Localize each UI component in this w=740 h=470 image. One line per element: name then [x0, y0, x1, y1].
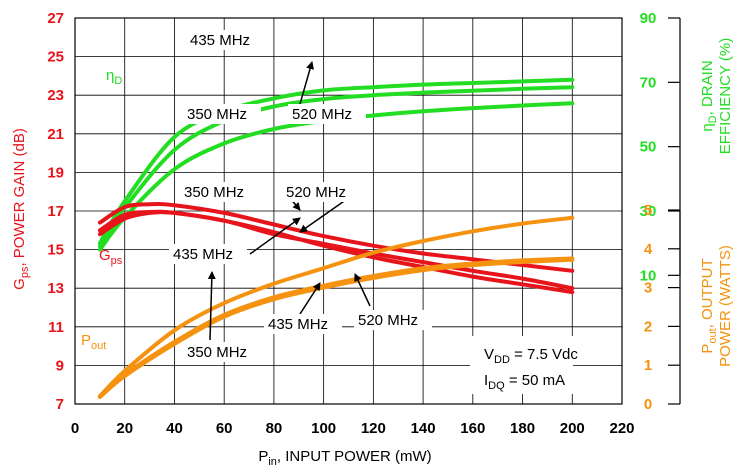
label-pout-435: 435 MHz — [268, 316, 328, 333]
x-tick-label: 180 — [510, 420, 535, 437]
left-tick-label: 7 — [56, 396, 64, 413]
series-pout-350-mhz — [97, 215, 575, 399]
x-tick-label: 20 — [116, 420, 133, 437]
label-eta-435: 435 MHz — [190, 32, 250, 49]
condition-vdd: VDD = 7.5 Vdc — [484, 346, 578, 366]
x-tick-label: 40 — [166, 420, 183, 437]
label-eta-350: 350 MHz — [187, 106, 247, 123]
callout-arrow — [299, 61, 314, 105]
callout-arrow — [249, 217, 301, 255]
callout-arrow — [207, 271, 216, 341]
x-tick-label: 200 — [560, 420, 585, 437]
left-tick-label: 9 — [56, 357, 64, 374]
label-pout-name: Pout — [81, 332, 106, 352]
x-tick-label: 0 — [71, 420, 79, 437]
label-gps-520: 520 MHz — [286, 184, 346, 201]
callout-arrow — [299, 282, 321, 315]
label-gps-435: 435 MHz — [173, 246, 233, 263]
label-pout-520: 520 MHz — [358, 312, 418, 329]
right-lower-tick-label: 4 — [644, 241, 653, 258]
left-tick-label: 27 — [47, 10, 64, 27]
right-lower-tick-label: 2 — [644, 318, 652, 335]
x-tick-label: 60 — [216, 420, 233, 437]
right-lower-tick-label: 5 — [644, 202, 652, 219]
callout-arrow — [354, 273, 371, 307]
right-lower-tick-label: 3 — [644, 280, 652, 297]
x-tick-label: 100 — [311, 420, 336, 437]
right-upper-tick-label: 90 — [640, 10, 657, 27]
left-tick-label: 21 — [47, 126, 64, 143]
x-tick-label: 220 — [609, 420, 634, 437]
tick-labels: 0 20 40 60 80 100 120 140 160 180 200 2207911131517… — [47, 10, 656, 437]
right-upper-axis-title: ηD, DRAIN — [699, 60, 719, 131]
right-upper-axis-title-2: EFFICIENCY (%) — [717, 38, 734, 154]
label-gps-name: Gps — [99, 247, 123, 267]
right-upper-tick-label: 50 — [640, 139, 657, 156]
right-upper-tick-label: 70 — [640, 74, 657, 91]
series-pout-520-mhz — [97, 257, 575, 399]
right-upper-tick-label: 10 — [640, 267, 657, 284]
left-tick-label: 25 — [47, 49, 64, 66]
left-tick-label: 15 — [47, 242, 64, 259]
label-eta-name: ηD — [106, 67, 122, 87]
left-tick-label: 23 — [47, 87, 64, 104]
left-tick-label: 11 — [48, 319, 64, 336]
x-tick-label: 140 — [411, 420, 436, 437]
condition-idq: IDQ = 50 mA — [484, 372, 565, 392]
right-lower-axis-title-2: POWER (WATTS) — [717, 245, 734, 367]
series-eta-435-mhz — [97, 77, 575, 246]
left-tick-label: 17 — [47, 203, 64, 220]
x-tick-label: 160 — [460, 420, 485, 437]
label-gps-350: 350 MHz — [184, 184, 244, 201]
series-gps-435-mhz — [97, 209, 575, 291]
left-tick-label: 13 — [47, 280, 64, 297]
series-lines — [97, 77, 575, 399]
left-axis-title: Gps, POWER GAIN (dB) — [11, 128, 31, 290]
callout-arrow — [299, 196, 351, 233]
right-lower-axis-title: Pout, OUTPUT — [699, 258, 719, 353]
x-tick-label: 80 — [266, 420, 283, 437]
series-eta-520-mhz — [97, 85, 575, 249]
right-lower-tick-label: 0 — [644, 396, 652, 413]
right-upper-tick-label: 30 — [640, 203, 657, 220]
right-lower-tick-label: 1 — [644, 357, 652, 374]
series-gps-350-mhz — [97, 202, 575, 273]
label-pout-350: 350 MHz — [187, 344, 247, 361]
x-axis-title: Pin, INPUT POWER (mW) — [258, 448, 431, 468]
left-tick-label: 19 — [47, 164, 64, 181]
x-tick-label: 120 — [361, 420, 386, 437]
label-eta-520: 520 MHz — [292, 106, 352, 123]
